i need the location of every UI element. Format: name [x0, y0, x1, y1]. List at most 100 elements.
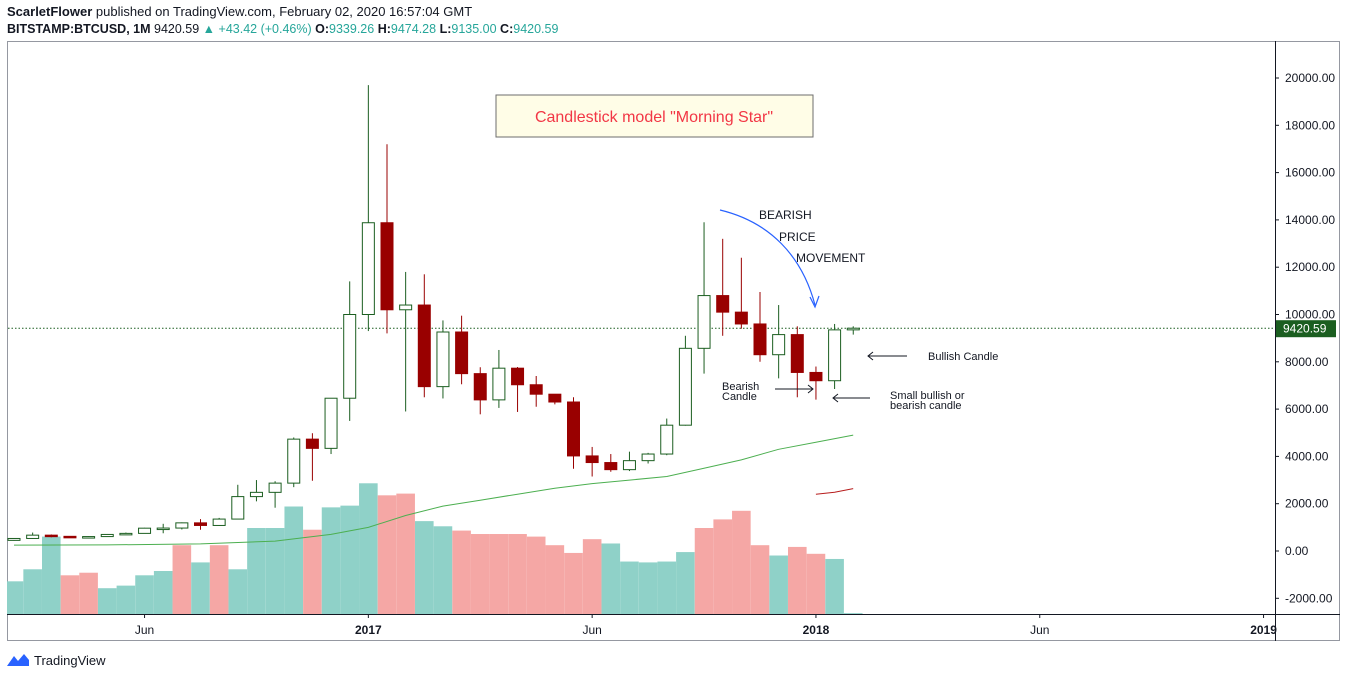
title-box[interactable]	[495, 94, 814, 138]
candle-bearish	[63, 535, 77, 539]
candle-bullish	[697, 295, 711, 349]
volume-bar	[806, 553, 826, 614]
volume-bar	[340, 505, 359, 614]
close-value: 9420.59	[513, 22, 559, 36]
price-axis-label: 8000.00	[1285, 355, 1329, 369]
small-candle-label-1: Small bullish or	[890, 390, 965, 402]
price-chart[interactable]: 20000.00 18000.00 16000.00 14000.00 12000.00…	[4, 41, 1340, 641]
volume-bar	[396, 493, 415, 614]
candle-bearish	[44, 534, 58, 538]
candle-bullish	[249, 491, 263, 498]
candle-bearish	[194, 522, 207, 526]
candle-bullish	[100, 533, 114, 538]
volume-bar	[377, 495, 397, 614]
price-axis-label: 10000.00	[1285, 308, 1335, 322]
bearish-arrow-head	[809, 295, 820, 309]
volume-bar	[228, 569, 248, 614]
small-candle-label-2: bearish candle	[890, 400, 962, 412]
volume-bar	[415, 521, 434, 614]
price-axis-label: 0.00	[1285, 544, 1309, 558]
volume-bar	[694, 528, 714, 614]
volume-bar	[153, 571, 173, 614]
volume-bar	[732, 510, 751, 614]
publish-info: ScarletFlower published on TradingView.c…	[7, 4, 472, 19]
chart-area[interactable]: 20000.00 18000.00 16000.00 14000.00 12000.00…	[4, 41, 1340, 641]
price-axis-label: 16000.00	[1285, 166, 1335, 180]
volume-bar	[23, 569, 42, 614]
volume-bar	[97, 588, 117, 614]
volume-bar	[42, 536, 61, 614]
low-value: 9135.00	[451, 22, 497, 36]
volume-bar	[135, 575, 154, 614]
bullish-candle-label: Bullish Candle	[928, 351, 998, 363]
bullish-candle-arrow-head	[867, 351, 874, 361]
bearish-candle-label-1: Bearish	[722, 381, 759, 393]
volume-bar	[209, 545, 229, 614]
price-axis-label: 12000.00	[1285, 260, 1335, 274]
tradingview-brand[interactable]: TradingView	[6, 652, 106, 668]
axes-layer: 20000.00 18000.00 16000.00 14000.00 12000.00…	[7, 41, 1340, 641]
candle-bullish	[678, 347, 692, 426]
candle-bearish	[473, 373, 487, 401]
candle-bullish	[399, 304, 413, 311]
volume-bar	[321, 507, 341, 614]
last-price-tag	[1276, 320, 1336, 338]
candle-bullish	[26, 534, 40, 539]
volume-bar	[191, 562, 210, 614]
open-value: 9339.26	[329, 22, 375, 36]
price-axis-label: 18000.00	[1285, 118, 1335, 132]
candle-bullish	[828, 329, 842, 382]
candle-bullish	[436, 331, 450, 388]
author-name[interactable]: ScarletFlower	[7, 4, 93, 19]
volume-bar	[582, 539, 602, 614]
candle-bullish	[660, 424, 674, 455]
volume-bar	[60, 575, 80, 614]
candle-bearish	[790, 334, 804, 373]
price-axis-label: 6000.00	[1285, 402, 1329, 416]
candle-bearish	[567, 401, 580, 457]
volume-bar	[433, 526, 453, 614]
movement-label: MOVEMENT	[796, 251, 866, 265]
price-axis-label: 20000.00	[1285, 71, 1335, 85]
candle-bullish	[641, 453, 655, 462]
candle-bearish	[511, 367, 525, 386]
last-price-tag-label: 9420.59	[1283, 322, 1327, 336]
volume-bar	[470, 534, 490, 614]
time-axis-label: Jun	[582, 623, 601, 637]
candle-bullish	[492, 367, 506, 401]
volume-bar	[489, 534, 509, 614]
tradingview-logo-icon	[7, 654, 29, 666]
candle-bullish	[156, 527, 170, 531]
time-axis-label: Jun	[135, 623, 154, 637]
volume-bar	[825, 558, 844, 614]
volume-bar	[4, 581, 24, 614]
time-axis-label: 2017	[355, 623, 382, 637]
volume-bar	[713, 519, 732, 614]
candle-bearish	[380, 222, 394, 311]
high-label: H:	[377, 22, 391, 36]
volume-bar	[526, 536, 546, 614]
volume-bar	[657, 561, 677, 614]
candle-bullish	[138, 527, 152, 534]
volume-bar	[769, 555, 788, 614]
volume-bar	[116, 585, 136, 614]
title-box-text: Candlestick model "Morning Star"	[535, 109, 773, 126]
moving-average-layer	[8, 327, 1275, 546]
volume-bar	[620, 561, 639, 614]
symbol-label[interactable]: BITSTAMP:BTCUSD, 1M	[7, 22, 151, 36]
candle-bearish	[417, 304, 431, 388]
volume-bar	[508, 534, 527, 614]
volume-layer	[4, 483, 863, 614]
candle-bearish	[753, 323, 767, 356]
price-axis-label: 14000.00	[1285, 213, 1335, 227]
volume-bar	[79, 572, 98, 614]
candle-bearish	[455, 331, 469, 375]
volume-bar	[359, 483, 378, 614]
volume-bar	[676, 552, 695, 614]
time-axis-label: 2018	[803, 623, 830, 637]
bearish-arrow[interactable]	[719, 209, 816, 306]
candle-bearish	[548, 393, 562, 403]
publish-date: published on TradingView.com, February 0…	[95, 4, 473, 19]
candle-bullish	[119, 532, 133, 536]
volume-bar	[172, 545, 192, 614]
